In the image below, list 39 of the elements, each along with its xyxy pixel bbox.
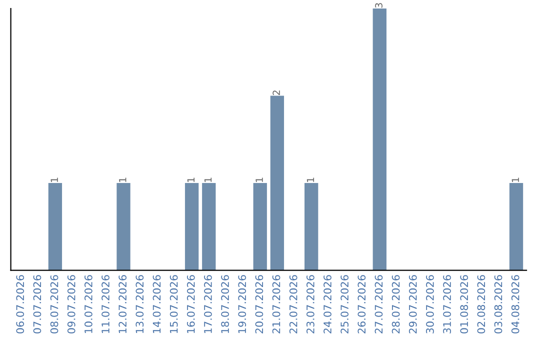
x-tick-label: 26.07.2026 (358, 275, 366, 334)
x-tick-label: 20.07.2026 (255, 275, 264, 334)
x-tick-label: 18.07.2026 (221, 275, 229, 333)
data-label: 1 (119, 178, 126, 182)
x-tick-label: 25.07.2026 (340, 275, 349, 334)
x-tick-label: 27.07.2026 (374, 275, 383, 334)
x-tick-label: 23.07.2026 (306, 275, 314, 334)
x-tick-label: 21.07.2026 (272, 275, 280, 334)
data-label: 1 (187, 178, 194, 182)
x-tick-label: 13.07.2026 (136, 275, 144, 333)
x-tick-label: 29.07.2026 (408, 275, 417, 334)
x-tick-label: 22.07.2026 (289, 275, 298, 334)
data-label: 1 (306, 178, 314, 182)
x-tick-label: 01.08.2026 (460, 275, 468, 334)
x-tick-label: 06.07.2026 (16, 275, 24, 334)
x-tick-label: 15.07.2026 (170, 275, 178, 333)
data-label: 1 (512, 178, 519, 182)
x-tick-label: 30.07.2026 (426, 275, 434, 334)
x-tick-label: 31.07.2026 (443, 275, 451, 334)
x-tick-label: 28.07.2026 (392, 275, 400, 334)
x-tick-label: 03.08.2026 (494, 275, 502, 334)
x-tick-label: 10.07.2026 (84, 275, 92, 333)
x-tick-label: 12.07.2026 (118, 275, 127, 333)
x-tick-label: 07.07.2026 (33, 275, 42, 334)
x-tick-label: 02.08.2026 (477, 275, 486, 334)
x-tick-label: 19.07.2026 (238, 275, 246, 333)
data-label: 1 (204, 178, 212, 182)
x-tick-label: 24.07.2026 (324, 275, 332, 334)
data-label: 1 (256, 178, 263, 182)
x-tick-label: 17.07.2026 (204, 275, 212, 333)
x-tick-label: 09.07.2026 (67, 275, 76, 334)
x-tick-label: 04.08.2026 (511, 275, 520, 334)
x-tick-label: 16.07.2026 (186, 275, 195, 333)
x-tick-label: 11.07.2026 (102, 275, 110, 333)
data-label: 3 (375, 3, 382, 8)
x-tick-label: 08.07.2026 (50, 275, 58, 334)
data-label: 1 (50, 178, 58, 182)
x-tick-label: 14.07.2026 (152, 275, 161, 333)
data-label: 2 (272, 90, 280, 96)
